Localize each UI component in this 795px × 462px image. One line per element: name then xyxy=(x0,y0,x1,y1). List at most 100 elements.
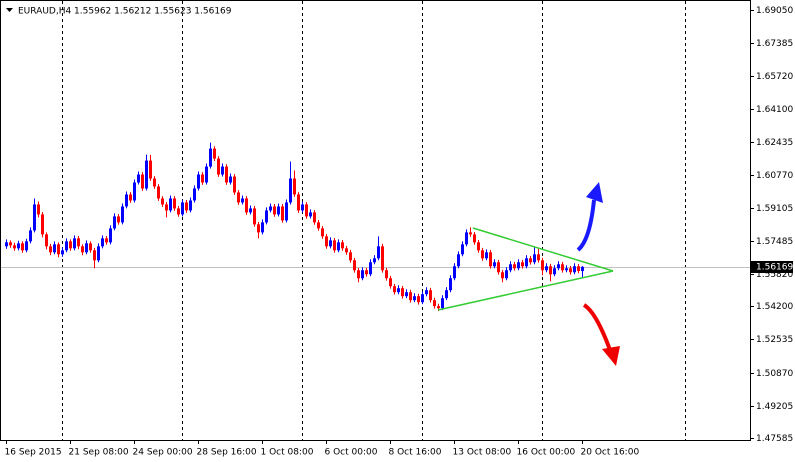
candle-body xyxy=(537,254,540,261)
candle-body xyxy=(185,202,188,211)
x-tick-label: 24 Sep 00:00 xyxy=(133,448,193,458)
candle-body xyxy=(281,206,284,221)
plot-border xyxy=(0,0,751,441)
candle-body xyxy=(57,244,60,255)
candle-body xyxy=(205,166,208,183)
x-tick-label: 13 Oct 08:00 xyxy=(453,448,512,458)
candle-body xyxy=(13,245,16,249)
candle-body xyxy=(161,198,164,205)
candle-body xyxy=(229,176,232,183)
candle-body xyxy=(485,252,488,259)
candle-body xyxy=(249,208,252,213)
candle-body xyxy=(437,306,440,309)
candle-body xyxy=(121,206,124,223)
candle-body xyxy=(293,178,296,195)
candle-body xyxy=(133,182,136,201)
candle-body xyxy=(37,204,40,215)
candle-body xyxy=(237,192,240,203)
candle-body xyxy=(577,266,580,272)
candle-body xyxy=(565,268,568,271)
candle-body xyxy=(473,234,476,243)
x-tick-label: 16 Sep 2015 xyxy=(5,448,62,458)
annotations xyxy=(437,182,620,366)
current-price-label: 1.56169 xyxy=(756,263,793,273)
candle-body xyxy=(253,208,256,225)
candle-body xyxy=(265,210,268,223)
candle-body xyxy=(193,188,196,201)
candle-body xyxy=(45,234,48,247)
candle-body xyxy=(581,266,584,272)
candle-body xyxy=(209,148,212,167)
candle-body xyxy=(17,243,20,249)
candle-body xyxy=(425,290,428,295)
candle-body xyxy=(509,264,512,271)
candle-body xyxy=(569,268,572,273)
candle-body xyxy=(301,204,304,211)
candle-body xyxy=(453,266,456,279)
candle-body xyxy=(33,204,36,231)
candle-body xyxy=(153,178,156,187)
candle-body xyxy=(97,246,100,261)
candle-body xyxy=(357,270,360,279)
candle-body xyxy=(21,243,24,251)
candle-body xyxy=(353,260,356,271)
candle-body xyxy=(421,294,424,303)
candle-body xyxy=(129,194,132,201)
candle-body xyxy=(409,292,412,301)
x-tick-label: 21 Sep 08:00 xyxy=(69,448,129,458)
candle-body xyxy=(457,254,460,267)
candle-body xyxy=(445,290,448,299)
candle-body xyxy=(169,198,172,211)
y-tick-label: 1.67385 xyxy=(756,39,793,49)
candle-body xyxy=(433,300,436,307)
candle-body xyxy=(137,174,140,183)
triangle-upper xyxy=(472,227,614,272)
y-tick-label: 1.65720 xyxy=(756,72,793,82)
candle-body xyxy=(337,242,340,251)
arrow-down-head xyxy=(602,346,620,366)
candle-body xyxy=(105,238,108,243)
arrow-down xyxy=(582,303,612,351)
candle-body xyxy=(513,264,516,269)
candle-body xyxy=(325,236,328,247)
candle-body xyxy=(349,252,352,261)
candle-body xyxy=(297,194,300,211)
candle-body xyxy=(81,246,84,253)
candle-body xyxy=(461,244,464,255)
candle-body xyxy=(173,198,176,209)
candle-body xyxy=(273,206,276,215)
candle-body xyxy=(405,292,408,297)
candle-body xyxy=(365,270,368,275)
candle-body xyxy=(101,238,104,247)
candle-body xyxy=(401,288,404,297)
y-tick-label: 1.62435 xyxy=(756,138,793,148)
candle-body xyxy=(285,202,288,221)
candle-body xyxy=(417,296,420,303)
period-separators xyxy=(62,1,686,440)
candle-body xyxy=(269,206,272,211)
candle-body xyxy=(481,250,484,259)
candle-body xyxy=(225,166,228,183)
candle-body xyxy=(333,240,336,251)
arrow-up-head xyxy=(586,182,603,203)
candle-body xyxy=(309,212,312,217)
candle-body xyxy=(329,240,332,247)
candle-body xyxy=(369,262,372,275)
x-tick-label: 20 Oct 16:00 xyxy=(581,448,640,458)
y-tick-label: 1.49205 xyxy=(756,402,793,412)
candle-body xyxy=(85,243,88,253)
candle-body xyxy=(189,200,192,211)
candle-body xyxy=(157,186,160,199)
candle-body xyxy=(389,278,392,287)
y-tick-label: 1.52535 xyxy=(756,335,793,345)
candle-body xyxy=(533,254,536,263)
candle-body xyxy=(305,204,308,217)
candle-body xyxy=(53,244,56,253)
y-tick-label: 1.50870 xyxy=(756,369,793,379)
candle-body xyxy=(501,272,504,279)
candle-body xyxy=(233,176,236,193)
candle-body xyxy=(373,258,376,263)
